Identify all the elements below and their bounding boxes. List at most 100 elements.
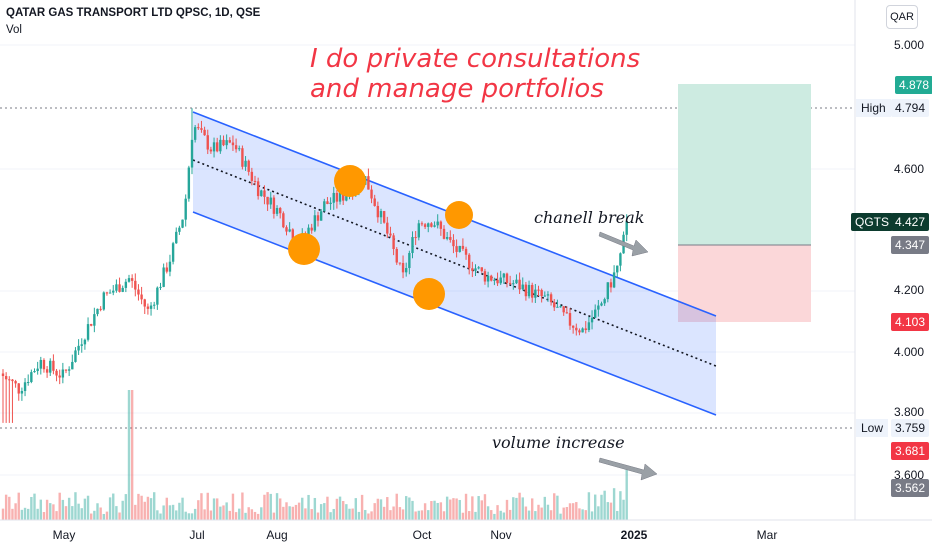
candle-body [115, 284, 118, 291]
volume-bar [379, 499, 383, 520]
candle-body [578, 330, 581, 333]
volume-bar [96, 503, 99, 520]
target-price-tag: 4.878 [895, 76, 932, 94]
volume-bar [590, 511, 594, 520]
volume-bar [181, 497, 184, 520]
candle-body [181, 219, 184, 228]
candle-body [45, 369, 49, 373]
candle-body [527, 284, 531, 297]
volume-bar [102, 513, 105, 520]
candle-body [471, 268, 474, 271]
volume-bar [115, 506, 118, 520]
candle-body [71, 361, 74, 370]
candle-body [594, 309, 597, 318]
volume-bar [83, 498, 87, 520]
candle-body [197, 127, 200, 129]
candle-body [231, 142, 235, 146]
candle-body [61, 369, 65, 378]
candle-body [162, 267, 165, 287]
candle-body [508, 282, 512, 284]
volume-bar [524, 506, 528, 520]
candle-body [193, 127, 197, 140]
candle-body [537, 289, 540, 291]
candle-body [480, 267, 483, 272]
volume-bar [401, 509, 405, 520]
price-tick: 4.200 [893, 283, 924, 297]
candle-body [568, 313, 572, 326]
candle-body [571, 325, 575, 328]
volume-increase-note: volume increase [492, 433, 625, 452]
candle-body [253, 180, 257, 182]
candle-body [458, 245, 461, 252]
candle-body [143, 299, 146, 307]
volume-bar [285, 502, 288, 520]
volume-bar [512, 497, 515, 520]
candle-body [379, 211, 383, 218]
candle-body [468, 254, 471, 269]
candle-body [238, 148, 241, 150]
candle-body [159, 286, 162, 288]
candle-body [121, 287, 124, 292]
volume-bar [231, 493, 235, 520]
volume-bar [80, 508, 83, 520]
candle-body [30, 372, 33, 383]
volume-bar [553, 493, 556, 520]
volume-bar [30, 496, 33, 520]
candle-body [376, 205, 380, 218]
candle-body [606, 282, 609, 300]
volume-bar [348, 508, 351, 520]
candle-body [581, 328, 584, 333]
candle-body [546, 294, 550, 296]
volume-bar [168, 505, 172, 520]
candle-body [553, 302, 556, 308]
currency-button[interactable]: QAR [886, 5, 918, 29]
volume-bar [417, 510, 420, 520]
candle-body [272, 197, 276, 214]
candle-body [64, 369, 68, 371]
volume-bar [505, 499, 509, 520]
volume-bar [162, 505, 165, 520]
volume-bar [272, 512, 276, 520]
candle-body [90, 324, 93, 326]
candle-body [80, 344, 83, 346]
touch-circle-4 [445, 201, 473, 229]
volume-bar [423, 503, 427, 520]
volume-bar [367, 513, 370, 520]
candle-body [326, 201, 329, 205]
volume-bar [200, 493, 203, 520]
candle-body [4, 376, 8, 380]
candle-body [124, 281, 128, 288]
volume-bar [118, 512, 121, 520]
volume-indicator-label[interactable]: Vol [6, 24, 22, 36]
candle-body [370, 189, 373, 199]
volume-bar [17, 492, 20, 520]
volume-bar [143, 501, 146, 520]
volume-bar [67, 497, 71, 520]
volume-bar [36, 508, 39, 520]
touch-circle-1 [288, 233, 320, 265]
volume-bar [184, 511, 187, 520]
volume-bar [228, 510, 231, 520]
candle-body [42, 359, 46, 370]
volume-bar [502, 512, 506, 520]
volume-bar [449, 499, 452, 520]
volume-bar [105, 511, 109, 520]
volume-bar [474, 511, 477, 520]
candle-body [23, 382, 27, 391]
candle-body [282, 213, 285, 228]
candle-body [609, 282, 613, 288]
volume-bar [134, 504, 137, 520]
candle-body [275, 208, 279, 214]
candle-body [319, 211, 323, 221]
volume-bar [319, 504, 323, 520]
volume-bar [250, 509, 254, 520]
time-tick: Nov [490, 528, 512, 542]
candle-body [313, 215, 317, 231]
symbol-title[interactable]: QATAR GAS TRANSPORT LTD QPSC, 1D, QSE [6, 7, 261, 19]
volume-bar [464, 493, 468, 520]
volume-bar [171, 504, 175, 520]
volume-bar [137, 493, 140, 520]
candle-body [96, 308, 99, 315]
volume-bar [433, 500, 436, 520]
